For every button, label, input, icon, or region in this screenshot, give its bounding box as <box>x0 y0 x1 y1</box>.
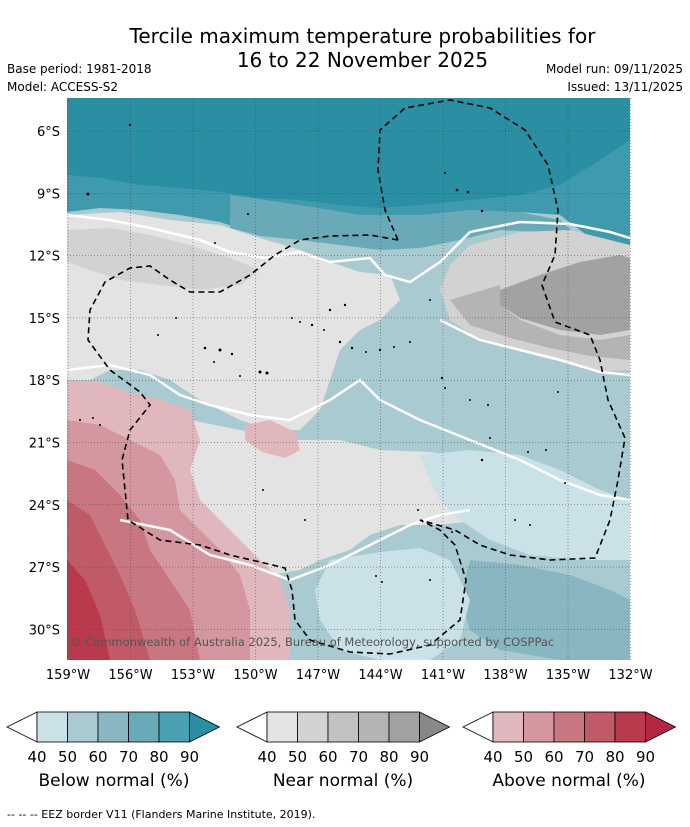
above-cbar-segment <box>492 711 524 743</box>
near-cbar-segment <box>297 711 329 743</box>
above-cbar-tick: 40 <box>483 748 502 766</box>
grid-lines <box>67 98 631 660</box>
above-cbar-segment <box>523 711 555 743</box>
model-name: Model: ACCESS-S2 <box>7 80 119 94</box>
region-above-deepest <box>67 560 110 660</box>
lat-tick-label: 12°S <box>29 250 60 265</box>
lat-tick-label: 27°S <box>29 561 60 576</box>
lon-tick-label: 147°W <box>296 668 340 683</box>
lon-tick-label: 138°W <box>483 668 527 683</box>
title-line-2: 16 to 22 November 2025 <box>236 48 489 72</box>
meta-right: Model run: 09/11/2025 Issued: 13/11/2025 <box>546 60 683 96</box>
eez-legend: -- -- -- EEZ border V11 (Flanders Marine… <box>7 808 316 821</box>
lat-tick-label: 15°S <box>29 312 60 327</box>
above-cbar-tick: 90 <box>636 748 655 766</box>
below-cbar-segment <box>128 711 160 743</box>
near-cbar-tick: 50 <box>288 748 307 766</box>
issued-date: Issued: 13/11/2025 <box>567 80 683 94</box>
title-line-1: Tercile maximum temperature probabilitie… <box>129 24 596 48</box>
lat-axis: 6°S 9°S 12°S 15°S 18°S 21°S 24°S 27°S 30°S <box>29 125 60 638</box>
below-cbar-max-arrow <box>189 711 221 743</box>
copyright-notice: © Commonwealth of Australia 2025, Bureau… <box>70 635 554 649</box>
region-below-mid-north <box>230 195 580 250</box>
above-cbar-tick: 80 <box>605 748 624 766</box>
region-below-se-mid <box>460 560 630 660</box>
below-cbar-segment <box>97 711 129 743</box>
above-cbar-segment <box>584 711 616 743</box>
below-cbar-tick: 60 <box>88 748 107 766</box>
lon-axis: 159°W 156°W 153°W 150°W 147°W 144°W 141°W 138°W… <box>46 668 653 683</box>
below-cbar-tick: 70 <box>119 748 138 766</box>
region-near-west-light <box>67 228 260 290</box>
eez-border-east <box>377 99 626 561</box>
colorbar-near-normal: 40 50 60 70 80 90 <box>236 711 451 766</box>
near-cbar-segment <box>327 711 359 743</box>
near-cbar-max-arrow <box>419 711 451 743</box>
near-cbar-tick: 80 <box>379 748 398 766</box>
contour-white-north <box>67 213 630 284</box>
near-cbar-tick: 40 <box>257 748 276 766</box>
colorbar-below-normal: 40 50 60 70 80 90 <box>6 711 221 766</box>
lat-tick-label: 9°S <box>37 187 60 202</box>
below-cbar-segment <box>36 711 68 743</box>
above-cbar-min-arrow <box>462 711 494 743</box>
colorbar-near-title: Near normal (%) <box>272 771 414 791</box>
lon-tick-label: 135°W <box>546 668 590 683</box>
below-cbar-tick: 80 <box>149 748 168 766</box>
meta-left: Base period: 1981-2018 Model: ACCESS-S2 <box>7 60 152 96</box>
contour-white-central <box>67 363 630 502</box>
above-cbar-segment <box>614 711 646 743</box>
above-cbar-tick: 50 <box>514 748 533 766</box>
below-cbar-segment <box>158 711 190 743</box>
lon-tick-label: 159°W <box>46 668 90 683</box>
lat-tick-label: 30°S <box>29 623 60 638</box>
near-cbar-tick: 70 <box>349 748 368 766</box>
near-cbar-segment <box>358 711 390 743</box>
region-below-south-light <box>315 548 470 660</box>
lon-tick-label: 150°W <box>233 668 277 683</box>
lon-tick-label: 153°W <box>171 668 215 683</box>
near-cbar-tick: 90 <box>410 748 429 766</box>
lat-tick-label: 24°S <box>29 499 60 514</box>
below-cbar-min-arrow <box>6 711 38 743</box>
lat-tick-label: 21°S <box>29 437 60 452</box>
region-below-se-light <box>420 450 630 560</box>
below-cbar-tick: 90 <box>180 748 199 766</box>
lon-tick-label: 141°W <box>421 668 465 683</box>
above-cbar-max-arrow <box>645 711 677 743</box>
lat-tick-label: 6°S <box>37 125 60 140</box>
region-near-east-dark <box>500 255 630 335</box>
near-cbar-tick: 60 <box>318 748 337 766</box>
below-cbar-tick: 40 <box>27 748 46 766</box>
base-period: Base period: 1981-2018 <box>7 62 152 76</box>
above-cbar-segment <box>553 711 585 743</box>
colorbar-above-title: Above normal (%) <box>492 771 646 791</box>
model-run: Model run: 09/11/2025 <box>545 62 683 76</box>
colorbar-above-normal: 40 50 60 70 80 90 <box>462 711 677 766</box>
map-title: Tercile maximum temperature probabilitie… <box>0 24 690 72</box>
contour-white-south <box>119 508 471 582</box>
lat-tick-label: 18°S <box>29 374 60 389</box>
eez-border-west <box>87 234 467 655</box>
contour-white-east <box>439 318 630 377</box>
probability-map: © Commonwealth of Australia 2025, Bureau… <box>67 98 630 660</box>
above-cbar-tick: 70 <box>575 748 594 766</box>
below-cbar-segment <box>67 711 99 743</box>
lon-tick-label: 144°W <box>358 668 402 683</box>
near-cbar-segment <box>266 711 298 743</box>
lon-tick-label: 132°W <box>608 668 652 683</box>
region-below-deep-north <box>67 98 630 208</box>
lon-tick-label: 156°W <box>108 668 152 683</box>
colorbar-below-title: Below normal (%) <box>38 771 190 791</box>
below-cbar-tick: 50 <box>58 748 77 766</box>
region-above-patch <box>245 420 300 458</box>
above-cbar-tick: 60 <box>544 748 563 766</box>
near-cbar-segment <box>388 711 420 743</box>
near-cbar-min-arrow <box>236 711 268 743</box>
region-near-east-mid <box>450 285 630 360</box>
